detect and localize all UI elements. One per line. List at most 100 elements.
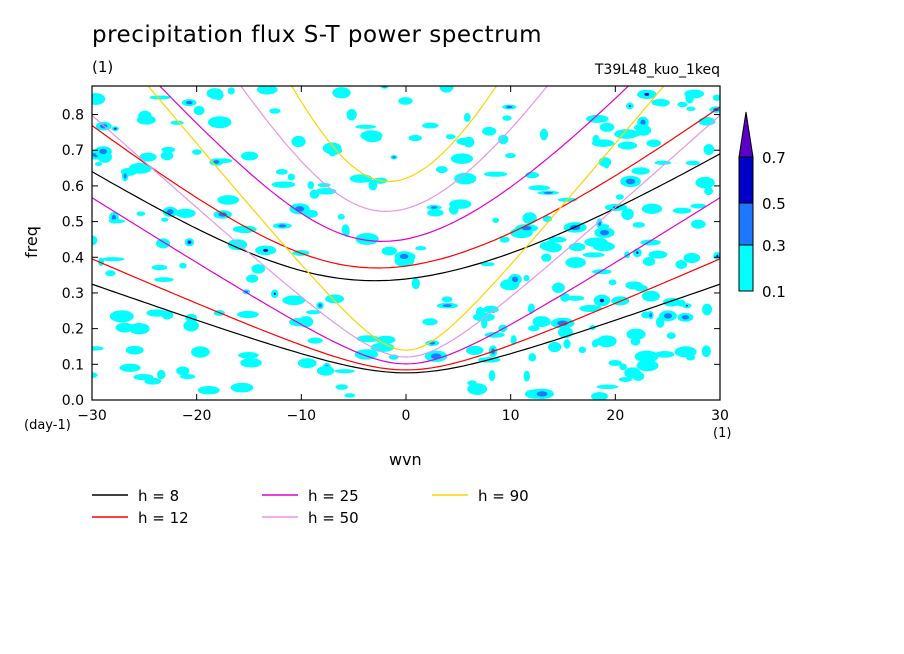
contour-patch	[349, 174, 373, 183]
contour-patch	[686, 106, 696, 111]
contour-patch	[703, 143, 715, 156]
contour-patch	[448, 204, 459, 215]
contour-patch	[592, 241, 615, 252]
contour-patch	[675, 260, 688, 269]
contour-patch	[704, 187, 714, 196]
contour-patch	[435, 166, 448, 174]
contour-patch	[695, 176, 715, 189]
contour-patch	[422, 122, 439, 129]
contour-patch	[114, 127, 117, 130]
dispersion-curve	[240, 86, 549, 213]
contour-patch	[631, 167, 650, 175]
dispersion-curve	[92, 114, 720, 358]
contour-patch	[528, 353, 537, 362]
contour-patch	[392, 156, 396, 159]
contour-patch	[648, 250, 668, 259]
contour-patch	[271, 181, 296, 188]
x-tick-label: 0	[402, 408, 411, 424]
contour-patch	[240, 151, 259, 161]
contour-patch	[685, 160, 700, 166]
colorbar-segment	[738, 156, 754, 204]
colorbar-segment	[738, 202, 754, 246]
y-tick-label: 0.1	[62, 357, 84, 373]
contour-patch	[332, 87, 351, 99]
contour-patch	[701, 345, 711, 358]
legend-label: h = 50	[308, 509, 359, 527]
contour-patch	[539, 241, 558, 251]
contour-patch	[125, 345, 144, 355]
colorbar-label: 0.3	[762, 237, 786, 255]
contour-patch	[128, 162, 152, 174]
y-tick-label: 0.3	[62, 286, 84, 302]
contour-patch	[532, 316, 551, 328]
contour-patch	[346, 108, 357, 121]
contour-patch	[655, 316, 665, 328]
contour-patch	[483, 305, 499, 314]
contour-patch	[166, 209, 174, 215]
dispersion-curve	[92, 258, 720, 371]
contour-patch	[636, 124, 652, 136]
contour-patch	[488, 369, 496, 382]
contour-patch	[463, 113, 471, 122]
contour-patch	[548, 236, 567, 243]
contour-patch	[136, 211, 146, 217]
contour-patch	[644, 92, 650, 96]
contour-patch	[590, 391, 608, 400]
contour-patch	[523, 370, 530, 382]
contour-patch	[246, 274, 259, 283]
contour-patch	[663, 313, 672, 319]
axis-ticks: −30 −20 −10 0 10 20 30 0.0 0.1 0.2 0.3 0.4 0.5 0.6 0.7…	[62, 86, 729, 424]
contour-patch	[548, 341, 562, 353]
contour-patch	[617, 141, 638, 150]
contour-patch	[683, 252, 701, 264]
contour-patch	[454, 172, 477, 185]
contour-patch	[439, 86, 454, 93]
contour-patch	[297, 358, 317, 369]
contour-patch	[408, 134, 422, 142]
contour-patch	[640, 119, 646, 126]
contour-patch	[161, 310, 174, 320]
contour-patch	[619, 363, 627, 371]
x-tick-label: −20	[182, 408, 212, 424]
contour-patch	[636, 360, 659, 372]
contour-patch	[662, 297, 681, 307]
contour-patch	[499, 236, 510, 243]
contour-patch	[441, 296, 453, 303]
contour-patch	[536, 391, 548, 397]
contour-patch	[649, 313, 653, 318]
contour-patch	[175, 208, 196, 218]
contour-patch	[325, 294, 345, 304]
contour-patch	[599, 229, 610, 236]
contour-patch	[646, 139, 662, 148]
contour-patch	[492, 217, 500, 223]
dispersion-curve	[92, 106, 720, 269]
contour-patch	[355, 233, 379, 245]
contour-patch	[608, 360, 622, 367]
contour-patch	[295, 206, 305, 212]
contour-patch	[161, 217, 169, 222]
contour-patch	[522, 212, 537, 225]
contour-patch	[123, 173, 127, 179]
contour-patch	[672, 207, 692, 214]
contour-patch	[551, 282, 565, 293]
contour-patch	[615, 194, 624, 200]
contour-patch	[307, 181, 315, 190]
contour-patch	[138, 110, 152, 123]
contour-patch	[702, 303, 713, 316]
contour-patch	[481, 317, 488, 329]
contour-patch	[269, 108, 281, 114]
y-tick-label: 0.0	[62, 393, 84, 409]
contour-patch	[291, 135, 306, 148]
contour-patch	[318, 303, 322, 308]
contour-patch	[484, 171, 508, 177]
contour-patch	[502, 115, 512, 121]
chart-experiment-name: T39L48_kuo_1keq	[594, 62, 720, 78]
dispersion-curve	[92, 283, 720, 374]
legend-label: h = 12	[138, 509, 189, 527]
contour-patch	[183, 320, 199, 332]
contour-patch	[238, 351, 259, 359]
contour-patch	[119, 363, 141, 372]
dispersion-curve	[290, 86, 498, 183]
contour-patch	[690, 203, 707, 209]
contour-patch	[354, 349, 378, 360]
